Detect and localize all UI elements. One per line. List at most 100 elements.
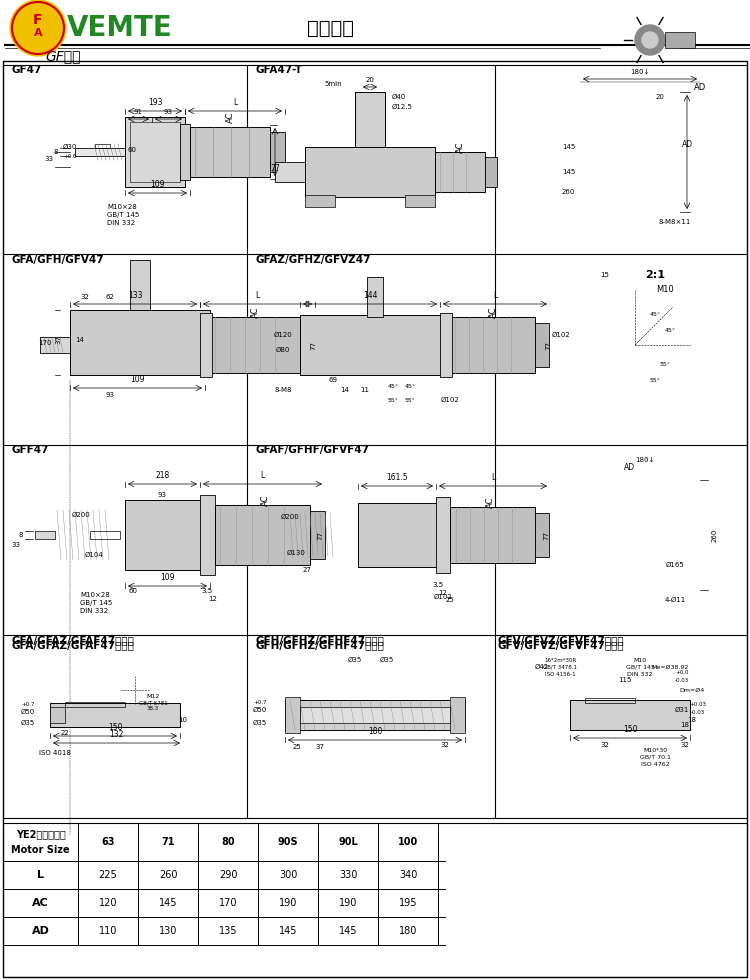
Text: 180: 180 xyxy=(368,727,382,736)
Bar xyxy=(535,513,549,557)
Text: 减速电机: 减速电机 xyxy=(307,19,353,37)
Bar xyxy=(305,147,435,197)
Circle shape xyxy=(600,112,680,192)
Bar xyxy=(200,495,215,575)
Text: DIN 332: DIN 332 xyxy=(627,671,652,676)
Circle shape xyxy=(635,25,665,55)
Text: 109: 109 xyxy=(130,375,145,384)
Text: Ø35: Ø35 xyxy=(348,657,362,663)
Text: +0.7: +0.7 xyxy=(22,703,35,708)
Circle shape xyxy=(669,498,677,506)
Text: 55°: 55° xyxy=(659,363,670,368)
Text: DIN 332: DIN 332 xyxy=(80,608,108,614)
Circle shape xyxy=(280,305,360,385)
Text: 32: 32 xyxy=(80,294,89,300)
Text: 25: 25 xyxy=(446,597,454,603)
Bar xyxy=(450,697,465,733)
Circle shape xyxy=(268,490,358,580)
Text: 15: 15 xyxy=(601,272,610,278)
Text: AC: AC xyxy=(485,496,494,508)
Circle shape xyxy=(542,667,578,703)
Text: Ø130: Ø130 xyxy=(286,550,305,556)
Bar xyxy=(285,697,300,733)
Text: L: L xyxy=(493,291,497,300)
Bar xyxy=(405,195,435,207)
Bar xyxy=(367,277,383,317)
Bar xyxy=(440,313,452,377)
Text: L: L xyxy=(260,471,265,480)
Text: AC: AC xyxy=(226,112,235,122)
Text: M10: M10 xyxy=(656,285,674,295)
Text: 63: 63 xyxy=(101,837,115,847)
Circle shape xyxy=(105,147,115,157)
Circle shape xyxy=(10,0,66,56)
Text: 115: 115 xyxy=(618,677,632,683)
Text: AC: AC xyxy=(260,494,269,506)
Text: 45°: 45° xyxy=(650,313,661,318)
Text: GFA/GFAZ/GFAF47输出轴: GFA/GFAZ/GFAF47输出轴 xyxy=(12,635,135,645)
Circle shape xyxy=(659,369,668,377)
Circle shape xyxy=(603,313,610,320)
Bar xyxy=(50,707,65,723)
Text: 45°: 45° xyxy=(404,384,416,389)
Bar xyxy=(535,323,549,367)
Circle shape xyxy=(603,369,610,377)
Text: 3.5: 3.5 xyxy=(433,582,443,588)
Bar xyxy=(75,148,125,156)
Text: Ø102: Ø102 xyxy=(551,332,570,338)
Text: 77: 77 xyxy=(545,340,551,350)
Text: 195: 195 xyxy=(399,898,417,908)
Text: Ø35: Ø35 xyxy=(21,720,35,726)
Text: 8-M8: 8-M8 xyxy=(274,387,292,393)
Text: 145: 145 xyxy=(339,926,357,936)
Bar xyxy=(125,117,185,187)
Text: 170: 170 xyxy=(38,340,52,346)
Text: Ø31: Ø31 xyxy=(675,707,689,713)
Text: M12: M12 xyxy=(146,695,160,700)
Circle shape xyxy=(364,96,376,108)
Text: Ø104: Ø104 xyxy=(84,552,103,558)
Text: 180↓: 180↓ xyxy=(635,457,655,463)
Text: 71: 71 xyxy=(161,837,175,847)
Bar xyxy=(300,707,450,723)
Text: 300: 300 xyxy=(279,870,297,880)
Text: 55°: 55° xyxy=(650,377,661,382)
Text: M10*30: M10*30 xyxy=(643,748,667,753)
Text: GFH/GFHZ/GFHF47输出轴: GFH/GFHZ/GFHF47输出轴 xyxy=(255,640,384,650)
Text: GFF47: GFF47 xyxy=(12,445,50,455)
Bar xyxy=(300,323,314,367)
Text: 38.3: 38.3 xyxy=(147,707,159,711)
Bar xyxy=(190,127,270,177)
Text: Ø200: Ø200 xyxy=(71,512,90,518)
Text: Ø102: Ø102 xyxy=(433,594,452,600)
Bar xyxy=(40,337,70,353)
Text: 55°: 55° xyxy=(388,398,398,403)
Text: GFH/GFHZ/GFHF47输出轴: GFH/GFHZ/GFHF47输出轴 xyxy=(255,635,384,645)
Text: 77: 77 xyxy=(317,530,323,540)
Text: DIN 332: DIN 332 xyxy=(107,220,135,226)
Text: GB/T 70.1: GB/T 70.1 xyxy=(640,755,670,760)
Circle shape xyxy=(367,672,383,688)
Circle shape xyxy=(603,498,610,506)
Text: 20: 20 xyxy=(656,94,664,100)
Text: 260: 260 xyxy=(712,528,718,542)
Bar xyxy=(215,505,310,565)
Text: Me=Ø38.92: Me=Ø38.92 xyxy=(651,664,688,669)
Text: 18: 18 xyxy=(688,717,697,723)
Bar xyxy=(210,317,300,373)
Text: GF系列: GF系列 xyxy=(45,49,80,63)
Text: Dm=Ø4: Dm=Ø4 xyxy=(680,688,705,693)
Text: AD: AD xyxy=(32,926,50,936)
Text: AC: AC xyxy=(455,141,464,153)
Circle shape xyxy=(591,148,599,156)
Text: 12: 12 xyxy=(209,596,218,602)
Text: YE2电机机座号: YE2电机机座号 xyxy=(16,829,65,839)
Text: 91: 91 xyxy=(134,109,143,115)
Text: 190: 190 xyxy=(279,898,297,908)
Text: AD: AD xyxy=(682,140,692,149)
Text: 33: 33 xyxy=(11,542,20,548)
Text: ISO 4156-1: ISO 4156-1 xyxy=(544,671,575,676)
Text: 145: 145 xyxy=(279,926,297,936)
Bar xyxy=(570,700,690,730)
Bar xyxy=(665,32,695,48)
